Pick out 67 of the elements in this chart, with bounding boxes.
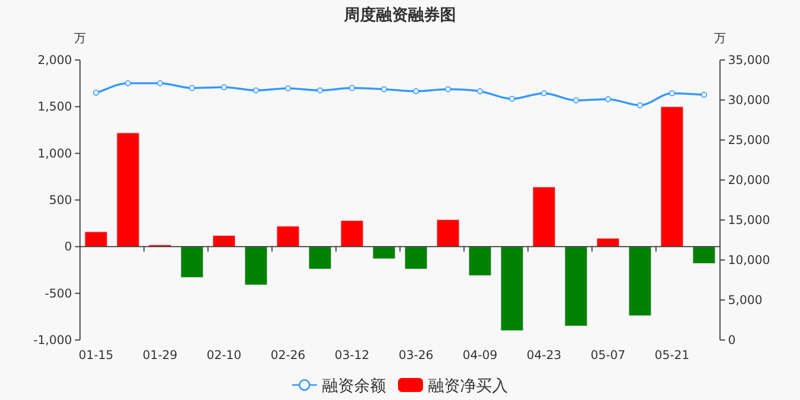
- point: [605, 96, 611, 102]
- bar: [692, 246, 716, 264]
- bar: [404, 246, 428, 270]
- point: [349, 85, 355, 91]
- x-tick-label: 02-10: [206, 348, 242, 362]
- point: [285, 85, 291, 92]
- y2-tick-label: 15,000: [728, 213, 770, 227]
- bar: [564, 246, 588, 326]
- legend-label: 融资余额: [322, 376, 386, 395]
- bar: [180, 246, 204, 278]
- y2-tick-label: 20,000: [728, 173, 770, 187]
- point: [317, 87, 323, 94]
- bar: [340, 220, 364, 248]
- x-tick-label: 04-23: [526, 348, 562, 362]
- point: [445, 86, 451, 92]
- bar: [84, 231, 108, 248]
- point: [125, 80, 131, 86]
- y-tick-label: -1,000: [33, 333, 72, 347]
- y2-axis-title: 万: [714, 31, 726, 45]
- chart-title: 周度融资融券图: [343, 5, 456, 24]
- point: [573, 97, 579, 104]
- bar: [436, 219, 460, 248]
- y2-tick-label: 5,000: [728, 293, 762, 307]
- bar: [244, 246, 268, 286]
- point: [253, 87, 259, 94]
- y-tick-label: 1,000: [38, 146, 72, 160]
- x-tick-label: 04-09: [462, 348, 498, 362]
- y2-tick-label: 25,000: [728, 133, 770, 147]
- x-tick-label: 05-21: [654, 348, 690, 362]
- x-tick-label: 03-26: [398, 348, 434, 362]
- point: [413, 88, 419, 94]
- point: [509, 96, 515, 102]
- y-axis-title: 万: [74, 31, 86, 45]
- bar: [308, 246, 332, 270]
- y-tick-label: 500: [49, 193, 72, 207]
- y2-tick-label: 30,000: [728, 93, 770, 107]
- bar: [116, 132, 140, 248]
- bar: [468, 246, 492, 276]
- bar: [276, 226, 300, 248]
- y-tick-label: 2,000: [38, 53, 72, 67]
- x-tick-label: 05-07: [590, 348, 626, 362]
- point: [189, 85, 195, 91]
- x-tick-label: 01-15: [78, 348, 114, 362]
- point: [381, 86, 387, 92]
- point: [701, 92, 707, 98]
- x-tick-label: 03-12: [334, 348, 370, 362]
- x-tick-label: 02-26: [270, 348, 306, 362]
- legend-label: 融资净买入: [428, 376, 508, 395]
- bar: [500, 246, 524, 332]
- point: [637, 102, 643, 108]
- y2-tick-label: 0: [728, 333, 736, 347]
- bar: [628, 246, 652, 316]
- y-tick-label: -500: [44, 286, 72, 300]
- x-tick-label: 01-29: [142, 348, 178, 362]
- point: [93, 90, 99, 96]
- point: [541, 90, 547, 96]
- y-tick-label: 0: [64, 240, 72, 254]
- bar: [372, 246, 396, 260]
- point: [669, 90, 675, 96]
- y-tick-label: 1,500: [38, 100, 72, 114]
- bar: [660, 106, 684, 248]
- bar: [532, 186, 556, 248]
- point: [157, 80, 163, 86]
- point: [477, 88, 483, 94]
- y2-tick-label: 10,000: [728, 253, 770, 267]
- point: [221, 84, 227, 90]
- y2-tick-label: 35,000: [728, 53, 770, 67]
